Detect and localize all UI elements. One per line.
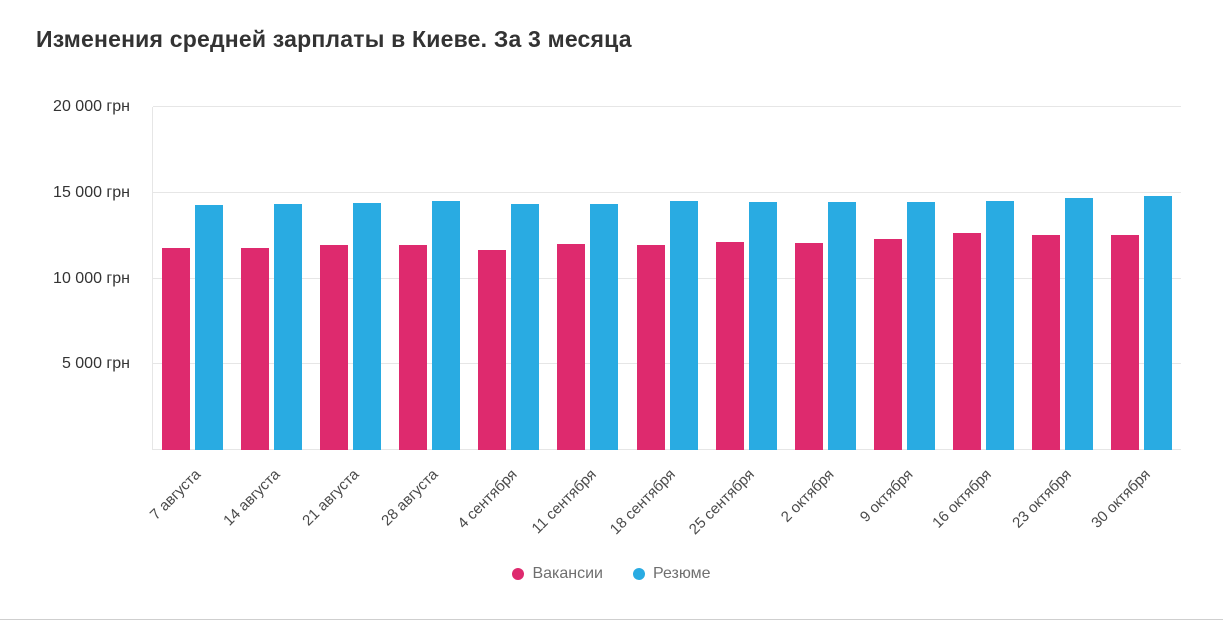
bar-group [1023,107,1102,450]
bar-vacancies[interactable] [557,244,586,450]
bar-group [153,107,232,450]
bar-group [627,107,706,450]
gridline [153,106,1181,107]
bar-vacancies[interactable] [873,239,902,450]
legend-label: Вакансии [532,565,603,582]
x-tick-label: 23 октября [1008,466,1075,532]
legend-item-vacancies[interactable]: Вакансии [512,565,603,583]
bar-group [786,107,865,450]
bar-vacancies[interactable] [241,247,270,450]
x-tick-label: 30 октября [1087,466,1154,532]
x-tick-label: 21 августа [299,466,363,530]
x-tick-label: 2 октября [777,466,838,526]
bars-row [153,107,1181,450]
bar-vacancies[interactable] [794,243,823,450]
y-tick-label: 15 000 грн [53,183,130,201]
bar-resumes[interactable] [432,201,461,450]
x-tick-label: 7 августа [147,466,205,524]
bar-resumes[interactable] [669,201,698,450]
y-tick-label: 5 000 грн [61,355,130,373]
chart-title: Изменения средней зарплаты в Киеве. За 3… [36,26,632,52]
y-tick-label: 10 000 грн [53,269,130,287]
bar-vacancies[interactable] [478,250,507,450]
legend: Вакансии Резюме [0,565,1223,583]
bar-resumes[interactable] [1143,196,1172,450]
legend-label: Резюме [652,565,711,582]
y-axis-labels: 5 000 грн 10 000 грн 15 000 грн 20 000 грн [0,98,140,450]
bar-group [865,107,944,450]
bar-resumes[interactable] [274,203,303,450]
bar-resumes[interactable] [827,202,856,450]
x-axis-labels: 7 августа 14 августа 21 августа 28 августа 4… [147,450,1181,555]
bar-group [469,107,548,450]
bar-group [390,107,469,450]
x-tick-label: 4 сентября [454,466,521,533]
bar-resumes[interactable] [195,204,224,450]
legend-dot-vacancies [512,568,525,580]
x-tick-label: 28 августа [378,466,442,530]
bar-group [548,107,627,450]
y-tick-label: 20 000 грн [53,98,130,115]
bar-vacancies[interactable] [162,247,191,450]
x-tick-label: 18 сентября [606,466,680,539]
gridline [153,449,1181,450]
bar-resumes[interactable] [353,203,382,450]
bar-resumes[interactable] [590,203,619,450]
bar-vacancies[interactable] [320,245,349,450]
bar-group [311,107,390,450]
x-tick-label: 14 августа [220,466,284,530]
gridline [153,363,1181,365]
bar-vacancies[interactable] [399,245,428,450]
legend-dot-resumes [632,568,645,580]
bar-vacancies[interactable] [1031,234,1060,450]
bar-group [707,107,786,450]
x-tick-label: 11 сентября [528,466,600,538]
bar-group [1102,107,1181,450]
plot-area: 7 августа 14 августа 21 августа 28 августа 4… [147,106,1181,538]
bar-vacancies[interactable] [1110,234,1139,450]
bar-vacancies[interactable] [715,241,744,450]
bar-vacancies[interactable] [636,245,665,450]
bar-resumes[interactable] [1064,197,1093,450]
bar-group [944,107,1023,450]
x-tick-label: 25 сентября [686,466,759,539]
bar-resumes[interactable] [985,201,1014,450]
bar-group [232,107,311,450]
gridline [153,277,1181,279]
legend-item-resumes[interactable]: Резюме [632,565,711,583]
bar-vacancies[interactable] [952,233,981,450]
bar-resumes[interactable] [511,203,540,450]
bar-resumes[interactable] [906,202,935,450]
x-tick-label: 16 октября [929,466,996,532]
gridline [153,191,1181,193]
x-tick-label: 9 октября [856,466,917,526]
bar-resumes[interactable] [748,202,777,450]
